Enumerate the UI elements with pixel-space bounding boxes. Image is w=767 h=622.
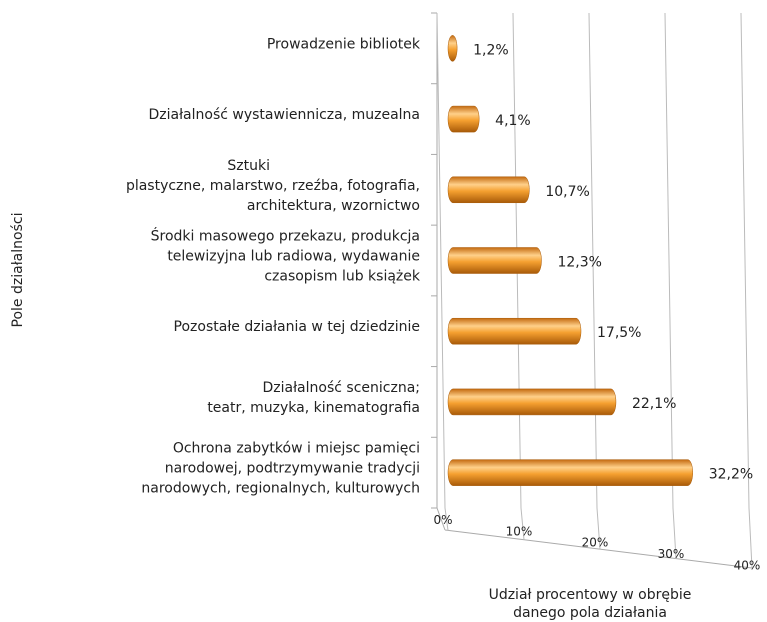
value-label: 22,1% [632,396,676,412]
y-tick-label: narodowych, regionalnych, kulturowych [141,481,420,497]
y-tick-label: architektura, wzornictwo [247,198,420,214]
y-tick-label: Środki masowego przekazu, produkcja [151,227,420,245]
y-tick-label: Działalność sceniczna; [262,380,420,396]
y-tick-label: Prowadzenie bibliotek [267,36,421,52]
y-tick-label: czasopism lub książek [264,269,421,285]
x-axis-title: Udział procentowy w obrębie [489,587,692,603]
x-tick-label: 40% [734,559,761,573]
value-label: 32,2% [709,467,753,483]
x-axis-title: danego pola działania [513,605,667,621]
grid-line [436,12,449,531]
value-label: 17,5% [597,325,641,341]
x-tick-label: 30% [658,547,685,561]
value-label: 12,3% [557,255,601,271]
y-tick-label: Sztuki [227,158,270,174]
bar [447,105,480,133]
y-axis-title: Pole działalności [10,213,26,328]
bar [447,388,617,416]
bar [447,35,458,62]
grid-line [588,12,601,550]
y-tick-label: plastyczne, malarstwo, rzeźba, fotografi… [126,178,420,194]
value-label: 4,1% [495,113,531,129]
bar [447,317,582,345]
y-tick-label: Pozostałe działania w tej dziedzinie [174,319,420,335]
bar [447,247,542,274]
y-tick-label: telewizyjna lub radiowa, wydawanie [167,249,420,265]
y-tick-label: Ochrona zabytków i miejsc pamięci [173,441,420,457]
floor-line [436,507,446,531]
floor-line [444,529,753,569]
grid-line [740,12,753,569]
value-label: 1,2% [473,42,509,58]
y-tick-label: narodowej, podtrzymywanie tradycji [165,461,420,477]
bar [447,459,693,486]
grid-line [664,12,677,559]
y-tick-label: teatr, muzyka, kinematografia [207,400,420,416]
x-tick-label: 20% [582,536,609,550]
bar [447,176,530,204]
x-tick-label: 10% [506,524,533,538]
x-tick-label: 0% [433,513,452,527]
value-label: 10,7% [545,184,589,200]
y-tick-label: Działalność wystawiennicza, muzealna [148,107,420,123]
